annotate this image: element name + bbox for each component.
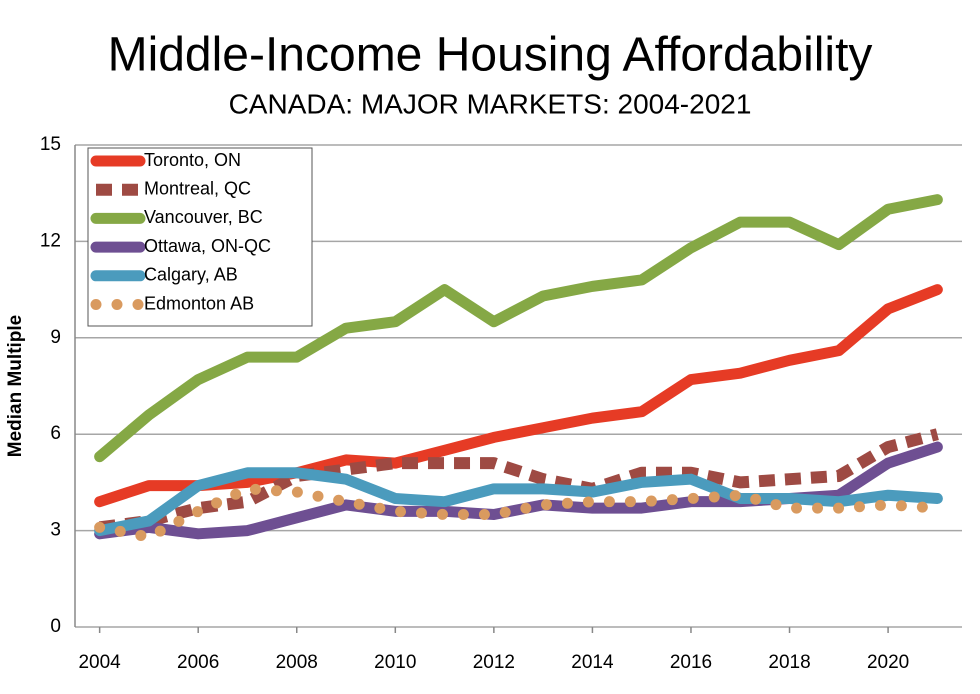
x-tick-label: 2010 — [374, 652, 416, 673]
x-tick-label: 2006 — [177, 652, 219, 673]
y-axis-label: Median Multiple — [5, 315, 26, 458]
legend-label: Calgary, AB — [144, 265, 238, 285]
x-tick-label: 2020 — [867, 652, 909, 673]
legend-box — [87, 147, 313, 327]
y-tick-label: 3 — [50, 520, 61, 541]
y-tick-label: 6 — [50, 423, 61, 444]
legend-label: Toronto, ON — [144, 150, 241, 170]
y-tick-label: 12 — [40, 230, 61, 251]
legend-label: Edmonton AB — [144, 293, 254, 313]
legend-label: Montreal, QC — [144, 178, 251, 198]
legend-label: Vancouver, BC — [144, 207, 263, 227]
y-tick-label: 15 — [40, 134, 61, 155]
series-line — [94, 284, 943, 508]
series-line — [94, 467, 943, 537]
series-line — [98, 428, 939, 534]
x-tick-label: 2016 — [670, 652, 712, 673]
x-tick-label: 2004 — [78, 652, 121, 673]
chart-title: Middle-Income Housing Affordability — [108, 29, 873, 82]
series-line — [94, 483, 943, 543]
x-tick-label: 2014 — [571, 652, 614, 673]
y-tick-label: 0 — [50, 616, 61, 637]
x-tick-label: 2008 — [276, 652, 318, 673]
x-tick-label: 2012 — [473, 652, 515, 673]
series-line — [94, 194, 943, 463]
legend: Toronto, ON Montreal, QC Vancouver, BC Otta… — [87, 147, 313, 327]
chart-subtitle: CANADA: MAJOR MARKETS: 2004-2021 — [229, 88, 752, 119]
legend-label: Ottawa, ON-QC — [144, 236, 271, 256]
y-tick-label: 9 — [50, 327, 61, 348]
x-tick-label: 2018 — [768, 652, 810, 673]
